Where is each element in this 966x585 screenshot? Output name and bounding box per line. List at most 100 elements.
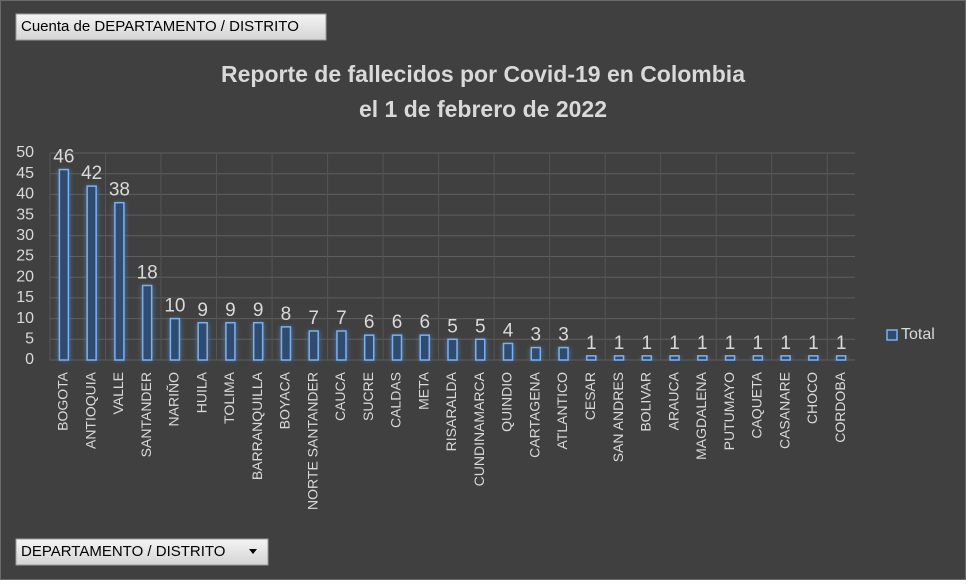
- data-label: 10: [164, 296, 185, 317]
- data-label: 7: [336, 308, 347, 329]
- y-tick-label: 10: [16, 310, 34, 327]
- button-label[interactable]: Cuenta de DEPARTAMENTO / DISTRITO: [21, 18, 299, 35]
- x-tick-label: CORDOBA: [832, 371, 848, 442]
- button-box[interactable]: [15, 13, 327, 41]
- dropdown-arrow[interactable]: [249, 549, 257, 554]
- y-tick-label: 20: [16, 268, 34, 285]
- bar: [419, 334, 430, 361]
- bar: [225, 321, 236, 361]
- x-tick-label: SANTANDER: [138, 372, 154, 457]
- value-field-button[interactable]: Cuenta de DEPARTAMENTO / DISTRITO: [15, 13, 327, 41]
- bar: [724, 355, 736, 361]
- data-label: 46: [53, 147, 74, 168]
- bar: [86, 185, 97, 361]
- data-label: 6: [392, 312, 403, 333]
- bar: [391, 334, 403, 361]
- data-label: 1: [836, 333, 847, 354]
- data-label: 3: [558, 325, 569, 346]
- data-label: 9: [253, 300, 264, 321]
- x-tick-label: BOLIVAR: [638, 372, 654, 432]
- x-tick-label: CARTAGENA: [526, 371, 542, 457]
- data-label: 3: [530, 325, 541, 346]
- button-box[interactable]: [15, 538, 269, 566]
- x-tick-label: RISARALDA: [443, 371, 459, 451]
- bar: [780, 355, 791, 361]
- legend-swatch: [886, 329, 898, 341]
- x-tick-label: PUTUMAYO: [721, 372, 737, 450]
- y-tick-label: 50: [16, 144, 34, 161]
- bar: [586, 355, 597, 361]
- data-label: 1: [780, 333, 791, 354]
- bar: [447, 338, 458, 361]
- x-tick-label: ANTIOQUIA: [82, 371, 98, 449]
- bar: [697, 355, 708, 361]
- data-label: 4: [503, 320, 514, 341]
- data-label: 5: [475, 316, 486, 337]
- x-tick-label: QUINDIO: [499, 372, 515, 432]
- data-label: 9: [225, 300, 236, 321]
- data-label: 1: [697, 333, 708, 354]
- bar: [280, 326, 292, 361]
- x-tick-label: ATLANTICO: [554, 372, 570, 450]
- legend-label: Total: [901, 326, 935, 343]
- y-tick-label: 5: [25, 331, 34, 348]
- y-tick-label: 0: [25, 351, 34, 368]
- bar: [835, 355, 847, 361]
- y-tick-label: 35: [16, 206, 34, 223]
- bar: [808, 355, 819, 361]
- bar: [363, 334, 375, 361]
- x-tick-label: CAQUETA: [749, 371, 765, 438]
- x-tick-label: MAGDALENA: [693, 371, 709, 460]
- button-label[interactable]: DEPARTAMENTO / DISTRITO: [21, 543, 225, 560]
- bar: [669, 355, 680, 361]
- data-label: 38: [109, 180, 130, 201]
- x-tick-label: BARRANQUILLA: [249, 371, 265, 480]
- x-tick-label: HUILA: [193, 371, 209, 413]
- x-tick-label: VALLE: [110, 372, 126, 415]
- x-tick-label: CASANARE: [776, 372, 792, 449]
- data-label: 5: [447, 316, 458, 337]
- data-label: 1: [808, 333, 819, 354]
- bar: [613, 355, 625, 361]
- chart-title: Reporte de fallecidos por Covid-19 en Co…: [221, 61, 745, 87]
- x-tick-label: CALDAS: [388, 372, 404, 428]
- data-label: 18: [137, 262, 158, 283]
- x-tick-label: BOGOTA: [55, 371, 71, 431]
- y-tick-label: 45: [16, 165, 34, 182]
- bar: [336, 330, 347, 361]
- axis-field-button[interactable]: DEPARTAMENTO / DISTRITO: [15, 538, 269, 566]
- x-tick-label: CAUCA: [332, 371, 348, 421]
- data-label: 6: [364, 312, 375, 333]
- x-tick-label: META: [415, 371, 431, 410]
- data-label: 8: [281, 304, 292, 325]
- data-label: 1: [586, 333, 597, 354]
- data-label: 1: [725, 333, 736, 354]
- bar: [530, 346, 542, 361]
- bar: [641, 355, 653, 361]
- data-label: 42: [81, 163, 102, 184]
- bar: [169, 317, 181, 361]
- x-tick-label: BOYACA: [277, 371, 293, 429]
- data-label: 1: [669, 333, 680, 354]
- bar: [197, 321, 208, 361]
- bar: [502, 342, 514, 361]
- data-label: 1: [753, 333, 764, 354]
- data-label: 6: [419, 312, 430, 333]
- x-tick-label: CESAR: [582, 372, 598, 420]
- bar: [141, 284, 153, 361]
- y-tick-label: 25: [16, 248, 34, 265]
- data-label: 1: [614, 333, 625, 354]
- x-tick-label: CUNDINAMARCA: [471, 371, 487, 486]
- bar: [475, 338, 486, 361]
- x-tick-label: SUCRE: [360, 372, 376, 421]
- x-tick-label: SAN ANDRES: [610, 372, 626, 462]
- data-label: 1: [642, 333, 653, 354]
- chart-subtitle: el 1 de febrero de 2022: [359, 96, 607, 122]
- data-label: 9: [197, 300, 208, 321]
- y-tick-label: 15: [16, 289, 34, 306]
- bar: [558, 346, 569, 361]
- bar: [58, 168, 70, 361]
- bar: [252, 321, 264, 361]
- bar: [114, 201, 125, 361]
